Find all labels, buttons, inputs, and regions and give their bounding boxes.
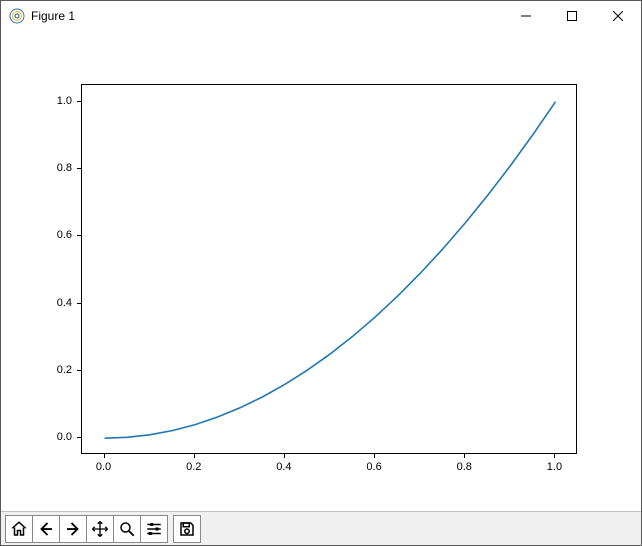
xtick-label: 0.8 — [457, 461, 472, 473]
forward-button[interactable] — [59, 515, 87, 543]
axes-frame — [81, 84, 577, 454]
xtick-mark — [374, 454, 375, 458]
ytick-label: 0.8 — [57, 162, 72, 174]
xtick-mark — [104, 454, 105, 458]
ytick-label: 0.2 — [57, 364, 72, 376]
xtick-mark — [284, 454, 285, 458]
ytick-label: 0.0 — [57, 431, 72, 443]
window-titlebar: Figure 1 — [1, 1, 641, 31]
maximize-button[interactable] — [549, 1, 595, 31]
plot-canvas: 0.0 0.2 0.4 0.6 0.8 1.0 0.0 0.2 0.4 0.6 0.8 1.0 — [1, 31, 641, 511]
mpl-app-icon — [9, 8, 25, 24]
xtick-label: 0.6 — [366, 461, 381, 473]
close-button[interactable] — [595, 1, 641, 31]
window-title: Figure 1 — [31, 9, 75, 23]
xtick-mark — [554, 454, 555, 458]
minimize-button[interactable] — [503, 1, 549, 31]
xtick-label: 1.0 — [547, 461, 562, 473]
xtick-label: 0.2 — [186, 461, 201, 473]
pan-button[interactable] — [86, 515, 114, 543]
xtick-mark — [194, 454, 195, 458]
ytick-mark — [77, 437, 81, 438]
configure-subplots-button[interactable] — [140, 515, 168, 543]
ytick-mark — [77, 235, 81, 236]
ytick-mark — [77, 168, 81, 169]
zoom-button[interactable] — [113, 515, 141, 543]
home-button[interactable] — [5, 515, 33, 543]
xtick-mark — [464, 454, 465, 458]
xtick-label: 0.4 — [276, 461, 291, 473]
back-button[interactable] — [32, 515, 60, 543]
ytick-label: 0.4 — [57, 297, 72, 309]
ytick-label: 1.0 — [57, 95, 72, 107]
ytick-mark — [77, 101, 81, 102]
line-series — [82, 85, 578, 455]
ytick-mark — [77, 370, 81, 371]
mpl-toolbar — [1, 511, 641, 545]
ytick-mark — [77, 303, 81, 304]
xtick-label: 0.0 — [96, 461, 111, 473]
save-button[interactable] — [173, 515, 201, 543]
ytick-label: 0.6 — [57, 229, 72, 241]
